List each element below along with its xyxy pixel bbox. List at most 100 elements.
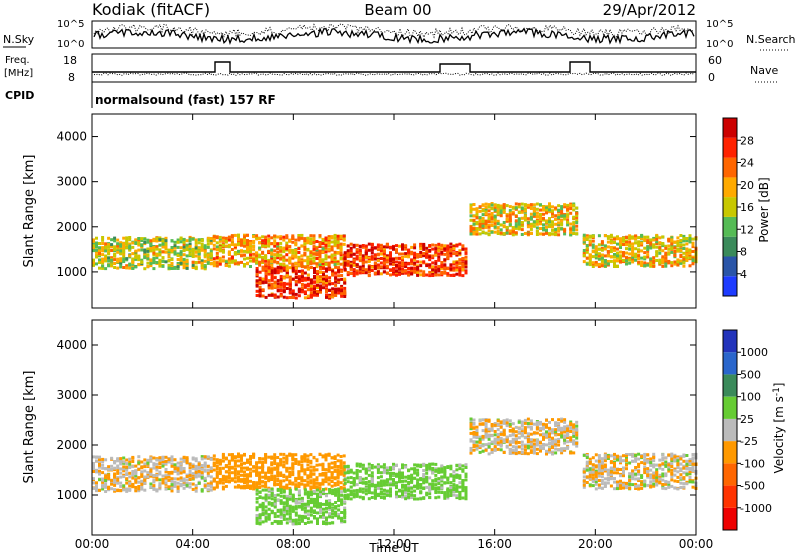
echo-cell (176, 487, 180, 491)
echo-cell (119, 261, 123, 265)
echo-cell (282, 290, 286, 294)
echo-cell (361, 254, 365, 258)
echo-cell (176, 481, 180, 485)
echo-cell (255, 279, 259, 283)
echo-cell (508, 216, 512, 220)
echo-cell (155, 476, 159, 480)
echo-cell (255, 508, 259, 512)
echo-cell (215, 464, 219, 468)
echo-cell (158, 458, 162, 462)
echo-cell (264, 471, 268, 475)
echo-cell (137, 485, 141, 488)
echo-cell (434, 262, 438, 266)
echo-cell (255, 506, 259, 510)
echo-cell (318, 473, 322, 477)
echo-cell (606, 235, 610, 239)
echo-cell (309, 461, 313, 465)
echo-cell (334, 265, 338, 269)
echo-cell (176, 469, 180, 473)
echo-cell (288, 245, 292, 248)
echo-cell (158, 487, 162, 491)
echo-cell (361, 257, 365, 261)
echo-cell (101, 487, 105, 491)
echo-cell (325, 287, 328, 291)
echo-cell (240, 243, 243, 247)
echo-cell (358, 487, 362, 491)
echo-cell (297, 518, 301, 522)
echo-cell (167, 478, 171, 482)
echo-cell (122, 475, 126, 479)
echo-cell (487, 217, 491, 220)
echo-cell (182, 459, 186, 462)
echo-cell (273, 453, 277, 457)
echo-cell (92, 258, 95, 262)
echo-cell (631, 242, 635, 246)
echo-cell (330, 476, 334, 480)
echo-cell (376, 252, 380, 256)
echo-cell (119, 457, 123, 461)
echo-cell (270, 476, 274, 480)
echo-cell (367, 242, 371, 246)
echo-cell (116, 471, 120, 475)
echo-cell (600, 247, 604, 250)
echo-cell (328, 488, 332, 492)
echo-cell (143, 240, 147, 244)
echo-cell (246, 239, 249, 242)
echo-cell (352, 271, 356, 275)
echo-cell (191, 474, 195, 478)
echo-cell (523, 203, 527, 207)
echo-cell (276, 253, 280, 257)
echo-cell (167, 487, 171, 491)
echo-cell (634, 237, 638, 241)
echo-cell (303, 277, 307, 281)
echo-cell (143, 475, 147, 479)
echo-cell (233, 462, 237, 466)
echo-cell (691, 259, 695, 263)
echo-cell (328, 491, 332, 495)
echo-cell (395, 248, 398, 252)
echo-cell (249, 471, 252, 475)
echo-cell (340, 269, 344, 273)
echo-cell (401, 245, 404, 249)
echo-cell (343, 259, 347, 263)
echo-cell (382, 254, 386, 258)
echo-cell (358, 265, 362, 269)
echo-cell (270, 256, 274, 260)
echo-cell (434, 250, 438, 254)
echo-cell (264, 455, 268, 459)
echo-cell (170, 455, 174, 459)
echo-cell (131, 252, 135, 256)
echo-cell (143, 462, 147, 466)
echo-cell (572, 227, 576, 231)
echo-cell (461, 274, 465, 278)
echo-cell (333, 462, 337, 466)
echo-cell (339, 459, 343, 463)
echo-cell (264, 505, 268, 509)
echo-cell (343, 516, 347, 520)
echo-cell (224, 236, 228, 240)
echo-cell (282, 473, 286, 477)
colorbar-tick-label: 4 (740, 268, 747, 281)
echo-cell (398, 272, 401, 276)
echo-cell (203, 484, 207, 488)
echo-cell (294, 269, 298, 273)
echo-cell (288, 472, 292, 475)
echo-cell (128, 487, 132, 491)
echo-cell (502, 232, 506, 236)
echo-cell (313, 290, 316, 294)
echo-cell (179, 258, 183, 262)
echo-cell (258, 514, 262, 518)
echo-cell (361, 264, 365, 268)
echo-cell (343, 281, 347, 285)
echo-cell (334, 492, 338, 495)
echo-cell (370, 243, 374, 247)
echo-cell (267, 268, 271, 272)
echo-cell (92, 481, 95, 485)
echo-cell (291, 254, 295, 258)
echo-cell (161, 462, 165, 466)
echo-cell (95, 241, 98, 245)
nave-tick-lo: 0 (708, 71, 715, 84)
echo-cell (464, 261, 468, 265)
echo-cell (252, 235, 256, 239)
